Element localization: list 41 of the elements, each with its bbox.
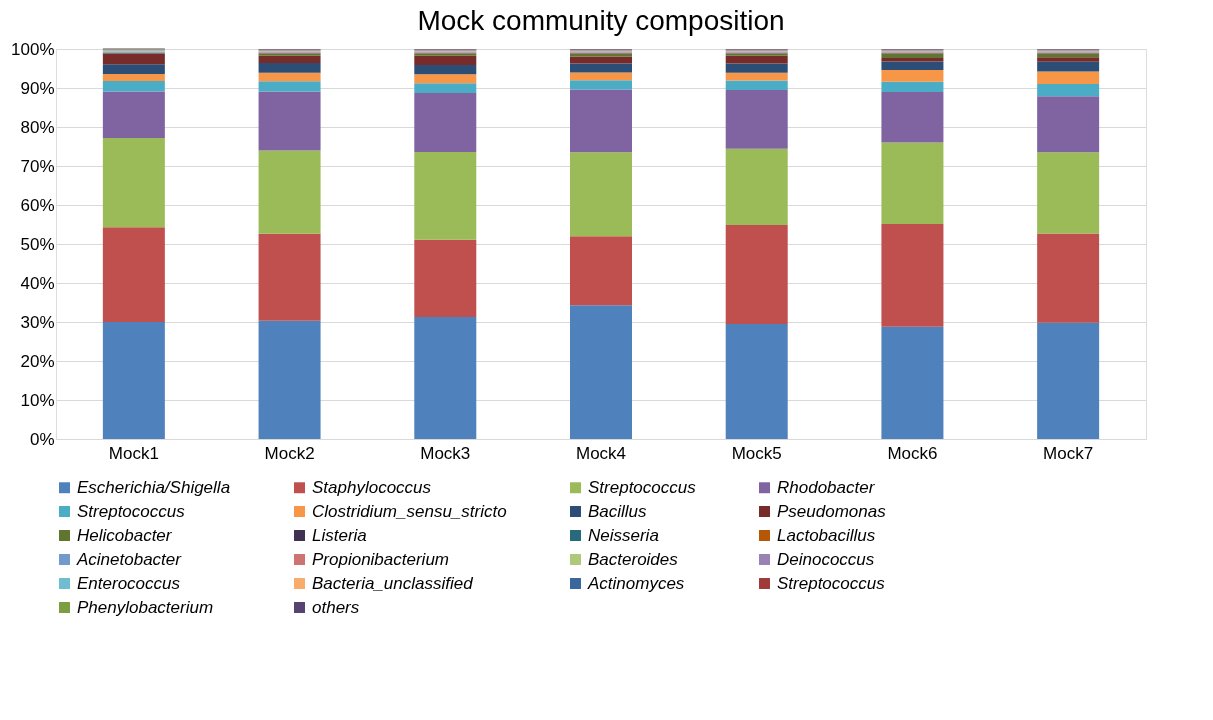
legend-label: Helicobacter: [77, 525, 173, 545]
y-tick-label: 80%: [20, 117, 55, 137]
x-tick-label: Mock5: [731, 443, 782, 463]
legend-label: Bacteria_unclassified: [312, 573, 474, 593]
y-tick-label: 10%: [20, 390, 55, 410]
legend-label: Bacillus: [588, 501, 648, 521]
chart-title: Mock community composition: [417, 5, 785, 36]
legend-label: Streptococcus: [777, 573, 886, 593]
legend-label: Actinomyces: [587, 573, 685, 593]
x-tick-label: Mock2: [264, 443, 315, 463]
legend-label: Deinococcus: [777, 549, 875, 569]
legend-label: Streptococcus: [77, 501, 186, 521]
legend-label: Neisseria: [588, 525, 659, 545]
x-tick-label: Mock6: [887, 443, 938, 463]
legend-label: Listeria: [312, 525, 367, 545]
legend-label: Enterococcus: [77, 573, 181, 593]
y-tick-label: 0%: [29, 429, 55, 449]
legend-label: Lactobacillus: [777, 525, 876, 545]
y-tick-label: 60%: [20, 195, 55, 215]
legend-label: Phenylobacterium: [77, 597, 214, 617]
y-tick-label: 70%: [20, 156, 55, 176]
legend-label: Staphylococcus: [312, 477, 432, 497]
legend-label: others: [312, 597, 360, 617]
legend-label: Rhodobacter: [777, 477, 876, 497]
legend-label: Clostridium_sensu_stricto: [312, 501, 507, 521]
y-tick-label: 40%: [20, 273, 55, 293]
y-tick-label: 30%: [20, 312, 55, 332]
y-tick-label: 90%: [20, 78, 55, 98]
y-tick-label: 50%: [20, 234, 55, 254]
legend-label: Escherichia/Shigella: [77, 477, 231, 497]
x-tick-label: Mock3: [420, 443, 471, 463]
y-tick-label: 100%: [11, 39, 55, 59]
legend-label: Acinetobacter: [76, 549, 183, 569]
legend-label: Propionibacterium: [312, 549, 450, 569]
legend-label: Bacteroides: [588, 549, 679, 569]
legend-label: Streptococcus: [588, 477, 697, 497]
x-tick-label: Mock4: [575, 443, 627, 463]
y-tick-label: 20%: [20, 351, 55, 371]
legend-label: Pseudomonas: [777, 501, 887, 521]
x-tick-label: Mock1: [108, 443, 159, 463]
x-tick-label: Mock7: [1043, 443, 1094, 463]
